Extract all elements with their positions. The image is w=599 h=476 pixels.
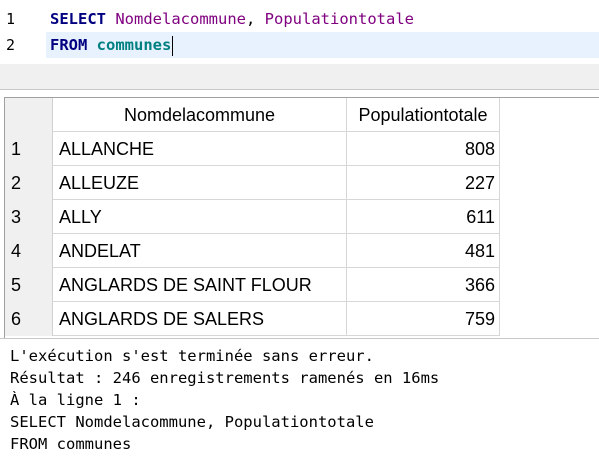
cell-populationtotale[interactable]: 481 — [347, 234, 500, 268]
line-number-gutter: 1 2 — [0, 0, 46, 64]
cell-populationtotale[interactable]: 611 — [347, 200, 500, 234]
cell-nomdelacommune[interactable]: ALLANCHE — [53, 132, 347, 166]
grid-header-row: Nomdelacommune Populationtotale — [5, 98, 599, 132]
table-row[interactable]: 2 ALLEUZE 227 — [5, 166, 599, 200]
message-line: SELECT Nomdelacommune, Populationtotale — [10, 413, 374, 431]
table-row[interactable]: 3 ALLY 611 — [5, 200, 599, 234]
message-pane[interactable]: L'exécution s'est terminée sans erreur. … — [0, 338, 599, 476]
table-row[interactable]: 5 ANGLARDS DE SAINT FLOUR 366 — [5, 268, 599, 302]
sql-table: communes — [96, 36, 172, 54]
line-number: 2 — [6, 36, 16, 54]
row-number[interactable]: 3 — [5, 200, 53, 234]
sql-column: Nomdelacommune — [115, 10, 246, 28]
sql-keyword: FROM — [50, 36, 88, 54]
cell-populationtotale[interactable]: 808 — [347, 132, 500, 166]
table-row[interactable]: 1 ALLANCHE 808 — [5, 132, 599, 166]
sql-column: Populationtotale — [264, 10, 414, 28]
cell-nomdelacommune[interactable]: ANGLARDS DE SALERS — [53, 302, 347, 336]
grid-corner[interactable] — [5, 98, 53, 132]
table-row[interactable]: 6 ANGLARDS DE SALERS 759 — [5, 302, 599, 336]
row-number[interactable]: 2 — [5, 166, 53, 200]
cell-nomdelacommune[interactable]: ANDELAT — [53, 234, 347, 268]
column-header-populationtotale[interactable]: Populationtotale — [347, 98, 500, 132]
cell-nomdelacommune[interactable]: ANGLARDS DE SAINT FLOUR — [53, 268, 347, 302]
result-grid[interactable]: Nomdelacommune Populationtotale 1 ALLANC… — [4, 97, 599, 338]
cell-nomdelacommune[interactable]: ALLEUZE — [53, 166, 347, 200]
sql-keyword: SELECT — [50, 10, 106, 28]
text-caret — [172, 35, 174, 56]
cell-populationtotale[interactable]: 759 — [347, 302, 500, 336]
sql-separator: , — [246, 10, 265, 28]
code-line-1[interactable]: SELECT Nomdelacommune, Populationtotale — [46, 6, 599, 32]
sql-editor[interactable]: 1 2 SELECT Nomdelacommune, Populationtot… — [0, 0, 599, 64]
table-row[interactable]: 4 ANDELAT 481 — [5, 234, 599, 268]
cell-populationtotale[interactable]: 366 — [347, 268, 500, 302]
code-line-2[interactable]: FROM communes — [46, 32, 599, 58]
cell-nomdelacommune[interactable]: ALLY — [53, 200, 347, 234]
message-line: Résultat : 246 enregistrements ramenés e… — [10, 369, 440, 387]
message-line: À la ligne 1 : — [10, 391, 141, 409]
row-number[interactable]: 6 — [5, 302, 53, 336]
code-area[interactable]: SELECT Nomdelacommune, Populationtotale … — [46, 0, 599, 64]
line-number: 1 — [6, 10, 16, 28]
column-header-nomdelacommune[interactable]: Nomdelacommune — [53, 98, 347, 132]
message-line: FROM communes — [10, 435, 132, 453]
cell-populationtotale[interactable]: 227 — [347, 166, 500, 200]
row-number[interactable]: 4 — [5, 234, 53, 268]
row-number[interactable]: 5 — [5, 268, 53, 302]
row-number[interactable]: 1 — [5, 132, 53, 166]
message-line: L'exécution s'est terminée sans erreur. — [10, 347, 374, 365]
pane-splitter[interactable] — [0, 64, 599, 90]
